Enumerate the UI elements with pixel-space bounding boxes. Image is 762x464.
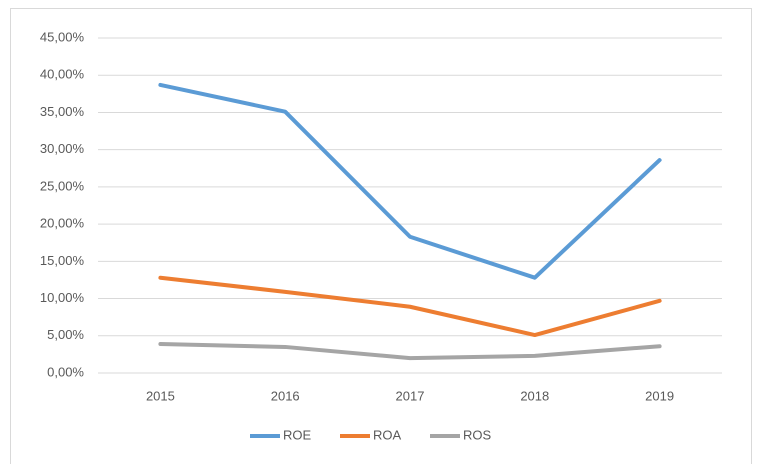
- x-tick-label: 2019: [645, 388, 674, 403]
- legend-label: ROA: [373, 427, 402, 442]
- y-tick-label: 30,00%: [40, 141, 85, 156]
- y-tick-label: 10,00%: [40, 290, 85, 305]
- x-tick-label: 2018: [520, 388, 549, 403]
- y-tick-label: 20,00%: [40, 216, 85, 231]
- y-tick-label: 40,00%: [40, 67, 85, 82]
- x-tick-label: 2017: [396, 388, 425, 403]
- chart-frame: [10, 8, 752, 464]
- line-series: [158, 82, 662, 280]
- line-series: [158, 341, 662, 361]
- legend-label: ROS: [463, 427, 492, 442]
- y-tick-label: 45,00%: [40, 29, 85, 44]
- legend-label: ROE: [283, 427, 312, 442]
- y-tick-label: 35,00%: [40, 104, 85, 119]
- y-tick-label: 15,00%: [40, 253, 85, 268]
- x-tick-label: 2016: [271, 388, 300, 403]
- x-tick-label: 2015: [146, 388, 175, 403]
- y-tick-label: 0,00%: [47, 364, 84, 379]
- line-series: [158, 275, 662, 338]
- y-tick-label: 5,00%: [47, 327, 84, 342]
- y-tick-label: 25,00%: [40, 178, 85, 193]
